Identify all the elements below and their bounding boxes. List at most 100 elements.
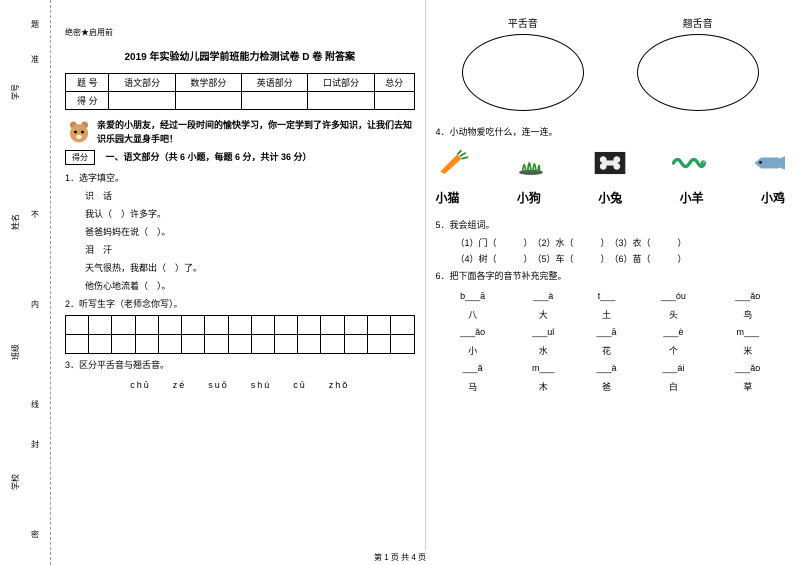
binding-margin: 题 准 学号 不 姓名 内 班级 线 封 学校 密 [0, 0, 51, 565]
q5: 5．我会组词。 [436, 218, 786, 232]
char: 花 [577, 341, 637, 359]
binding-label: 学号 [10, 84, 21, 100]
sy: ___à [510, 287, 577, 305]
binding-label: 线 [28, 400, 42, 410]
binding-label: 内 [28, 300, 42, 310]
q2: 2．听写生字（老师念你写）。 [65, 297, 415, 311]
char: 头 [636, 305, 710, 323]
oval-group-right: 翘舌音 [637, 15, 759, 111]
char: 草 [711, 377, 785, 395]
q5-line: （1）门（ ） （2）水（ ） （3）衣（ ） [436, 236, 786, 249]
char: 白 [636, 377, 710, 395]
td [374, 92, 414, 110]
binding-label: 题 [28, 20, 42, 30]
animal-names-row: 小猫 小狗 小兔 小羊 小鸡 [436, 189, 786, 206]
binding-label: 封 [28, 440, 42, 450]
sy: ___óu [636, 287, 710, 305]
sy: t___ [577, 287, 637, 305]
td [308, 92, 374, 110]
table-row: 八 大 土 头 鸟 [436, 305, 786, 323]
q1-opt: 识 话 [65, 189, 415, 203]
right-column: 平舌音 翘舌音 4．小动物爱吃什么，连一连。 [426, 0, 796, 550]
pinyin-list: chū zé suō shú cū zhǒ [65, 378, 415, 391]
animal-name: 小狗 [517, 189, 541, 206]
section-header: 一、语文部分（共 6 小题，每题 6 分，共计 36 分） [106, 150, 312, 163]
q1-line: 他伤心地流着（ ）。 [65, 279, 415, 293]
sy: ___ǎ [436, 359, 510, 377]
table-row: 题 号 语文部分 数学部分 英语部分 口试部分 总分 [66, 74, 415, 92]
bear-icon [65, 118, 93, 146]
th: 口试部分 [308, 74, 374, 92]
curled-tongue-oval [637, 34, 759, 111]
sy: b___ā [436, 287, 510, 305]
syllable-table: b___ā ___à t___ ___óu ___ǎo 八 大 土 头 鸟 __… [436, 287, 786, 395]
sy: ___ā [577, 323, 637, 341]
q3: 3．区分平舌音与翘舌音。 [65, 358, 415, 372]
char: 水 [510, 341, 577, 359]
td: 得 分 [66, 92, 109, 110]
char: 土 [577, 305, 637, 323]
food-icons-row [436, 149, 786, 177]
worm-icon [672, 149, 706, 177]
secret-label: 绝密★启用前 [65, 27, 415, 38]
animal-name: 小猫 [436, 189, 460, 206]
oval-containers: 平舌音 翘舌音 [436, 15, 786, 111]
binding-label: 姓名 [10, 214, 21, 230]
char: 木 [510, 377, 577, 395]
q4: 4．小动物爱吃什么，连一连。 [436, 125, 786, 139]
table-row: b___ā ___à t___ ___óu ___ǎo [436, 287, 786, 305]
binding-label: 学校 [10, 474, 21, 490]
q6: 6．把下面各字的音节补充完整。 [436, 269, 786, 283]
char: 个 [636, 341, 710, 359]
char: 大 [510, 305, 577, 323]
left-column: 绝密★启用前 2019 年实验幼儿园学前班能力检测试卷 D 卷 附答案 题 号 … [55, 0, 425, 550]
page-number: 第 1 页 共 4 页 [0, 552, 800, 563]
animal-name: 小兔 [598, 189, 622, 206]
greeting: 亲爱的小朋友，经过一段时间的愉快学习，你一定学到了许多知识，让我们去知识乐园大显… [65, 118, 415, 146]
greeting-text: 亲爱的小朋友，经过一段时间的愉快学习，你一定学到了许多知识，让我们去知识乐园大显… [97, 118, 415, 146]
writing-grid [65, 315, 415, 354]
th: 语文部分 [109, 74, 175, 92]
animal-name: 小羊 [680, 189, 704, 206]
binding-label: 班级 [10, 344, 21, 360]
oval-label: 平舌音 [462, 15, 584, 30]
td [242, 92, 308, 110]
char: 鸟 [711, 305, 785, 323]
sy: ___ǎo [711, 287, 785, 305]
score-table: 题 号 语文部分 数学部分 英语部分 口试部分 总分 得 分 [65, 73, 415, 110]
animal-name: 小鸡 [761, 189, 785, 206]
main-content: 绝密★启用前 2019 年实验幼儿园学前班能力检测试卷 D 卷 附答案 题 号 … [55, 0, 795, 550]
binding-label: 准 [28, 55, 42, 65]
flat-tongue-oval [462, 34, 584, 111]
char: 爸 [577, 377, 637, 395]
sy: ___ǎo [711, 359, 785, 377]
table-row: ___ǎ m___ ___à ___ái ___ǎo [436, 359, 786, 377]
th: 数学部分 [175, 74, 241, 92]
td [109, 92, 175, 110]
char: 小 [436, 341, 510, 359]
sy: m___ [711, 323, 785, 341]
table-row: 马 木 爸 白 草 [436, 377, 786, 395]
q1-line: 我认（ ）许多字。 [65, 207, 415, 221]
sy: ___ǎo [436, 323, 510, 341]
th: 总分 [374, 74, 414, 92]
sy: m___ [510, 359, 577, 377]
td [175, 92, 241, 110]
char: 马 [436, 377, 510, 395]
q5-line: （4）树（ ） （5）车（ ） （6）苗（ ） [436, 252, 786, 265]
table-row: 得 分 [66, 92, 415, 110]
sy: ___è [636, 323, 710, 341]
th: 题 号 [66, 74, 109, 92]
th: 英语部分 [242, 74, 308, 92]
q1-opt: 泪 汗 [65, 243, 415, 257]
defen-box: 得分 [65, 150, 95, 165]
char: 米 [711, 341, 785, 359]
grass-icon [514, 149, 548, 177]
char: 八 [436, 305, 510, 323]
binding-label: 不 [28, 210, 42, 220]
q1-line: 爸爸妈妈在说（ ）。 [65, 225, 415, 239]
sy: ___ái [636, 359, 710, 377]
sy: ___à [577, 359, 637, 377]
exam-title: 2019 年实验幼儿园学前班能力检测试卷 D 卷 附答案 [65, 48, 415, 63]
sy: ___uǐ [510, 323, 577, 341]
